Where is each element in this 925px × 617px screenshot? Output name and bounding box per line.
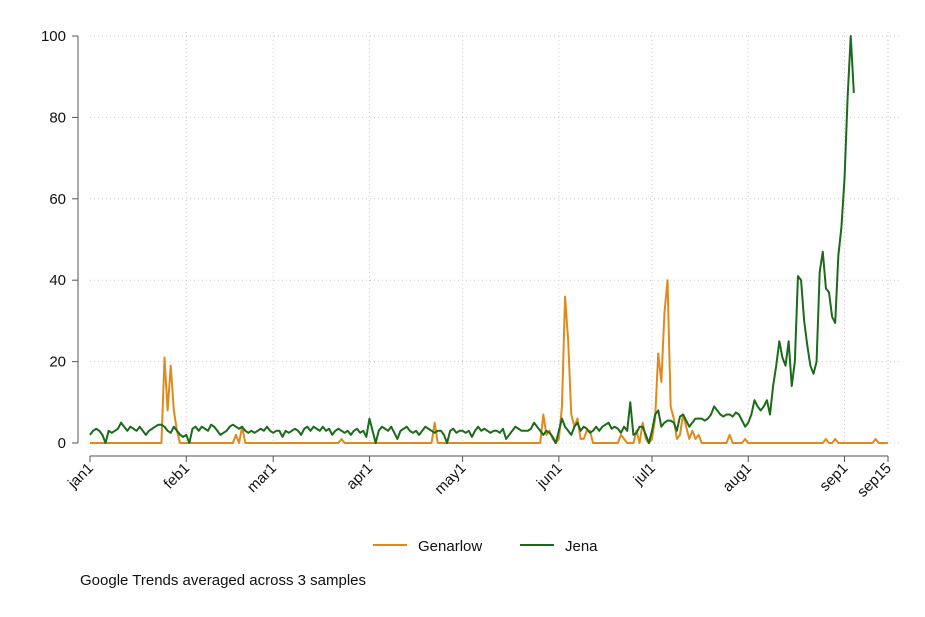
x-tick-label: sep15 (854, 460, 895, 501)
x-tick-label: jan1 (64, 460, 97, 493)
y-tick-label: 20 (49, 354, 66, 371)
x-tick-label: sep1 (816, 460, 851, 495)
y-tick-label: 100 (41, 28, 66, 45)
x-tick-label: apr1 (343, 460, 376, 493)
y-tick-label: 60 (49, 191, 66, 208)
y-tick-label: 0 (58, 435, 66, 452)
legend-label-jena: Jena (565, 538, 598, 555)
x-tick-label: may1 (431, 460, 469, 498)
series-line-jena (89, 35, 855, 444)
x-tick-label: feb1 (160, 460, 193, 493)
chart-note: Google Trends averaged across 3 samples (80, 572, 366, 589)
legend-label-genarlow: Genarlow (418, 538, 482, 555)
x-tick-label: jul1 (630, 460, 659, 489)
x-tick-label: jun1 (533, 460, 566, 493)
y-tick-label: 80 (49, 109, 66, 126)
x-tick-label: mar1 (244, 460, 280, 496)
x-tick-label: aug1 (719, 460, 755, 496)
series-line-genarlow (90, 279, 888, 444)
y-tick-label: 40 (49, 272, 66, 289)
